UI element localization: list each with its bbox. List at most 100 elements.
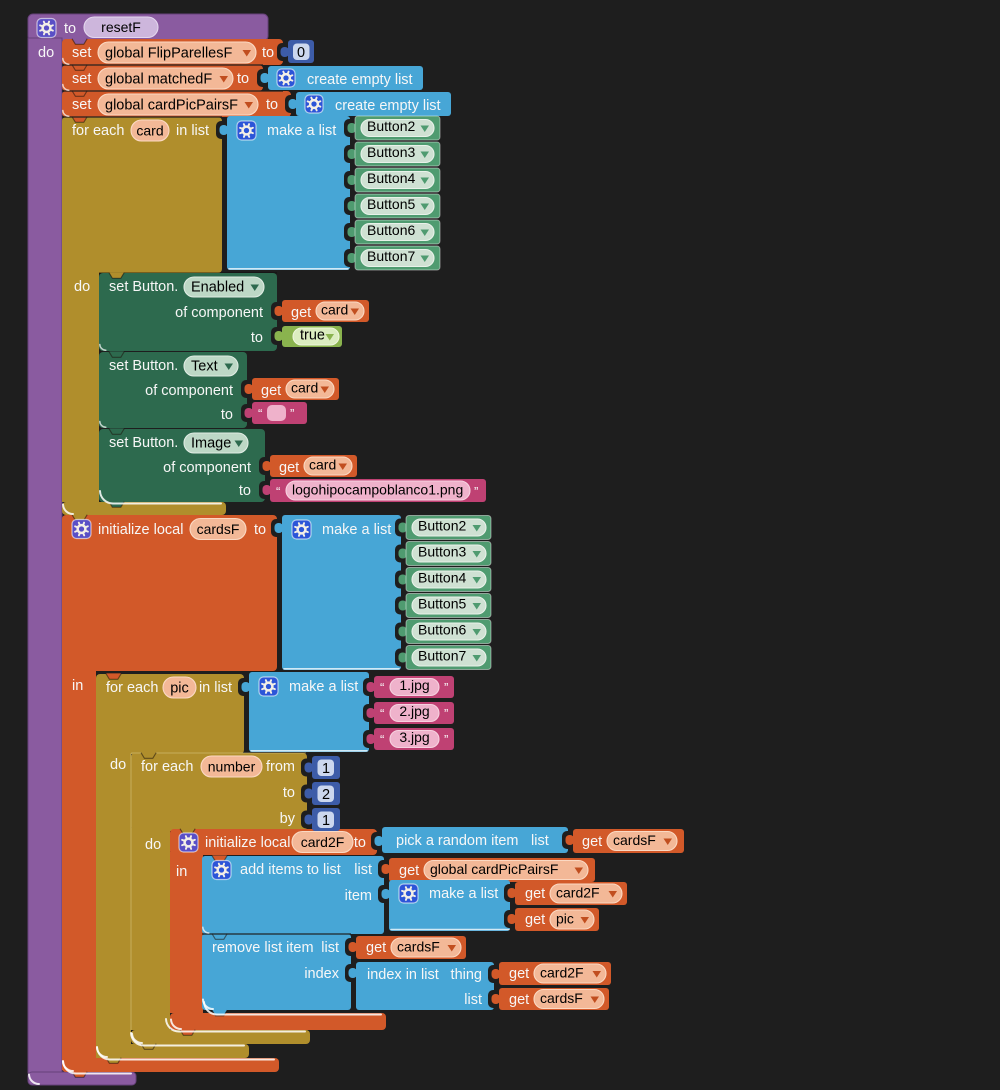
svg-text:card2F: card2F [540,965,584,981]
svg-text:of component: of component [163,460,251,476]
svg-text:number: number [208,759,256,775]
svg-text:create empty list: create empty list [335,98,441,114]
svg-text:Enabled: Enabled [191,280,244,296]
svg-text:to: to [221,407,233,423]
svg-text:in list: in list [176,123,209,139]
svg-text:get: get [366,940,386,956]
svg-text:1: 1 [322,761,330,777]
svg-text:card2F: card2F [556,885,600,901]
svg-text:Button4: Button4 [418,570,466,586]
svg-text:Button3: Button3 [418,544,466,560]
svg-text:set Button.: set Button. [109,435,178,451]
svg-text:make a list: make a list [322,522,391,538]
svg-text:set Button.: set Button. [109,358,178,374]
svg-text:to: to [266,97,278,113]
svg-text:card: card [309,457,336,473]
svg-text:set Button.: set Button. [109,279,178,295]
svg-text:Button6: Button6 [367,222,415,238]
svg-text:“: “ [380,706,384,721]
svg-text:set: set [72,71,91,87]
svg-text:Button6: Button6 [418,622,466,638]
svg-text:cardsF: cardsF [540,990,583,1006]
svg-text:make a list: make a list [289,679,358,695]
svg-text:in: in [176,864,187,880]
svg-text:in list: in list [199,680,232,696]
svg-text:to: to [354,835,366,851]
svg-text:cardsF: cardsF [197,521,240,537]
svg-text:global FlipParellesF: global FlipParellesF [105,46,232,62]
svg-text:index: index [304,966,339,982]
svg-text:set: set [72,45,91,61]
svg-text:make a list: make a list [267,123,336,139]
svg-text:global matchedF: global matchedF [105,72,212,88]
svg-text:to: to [262,45,274,61]
svg-text:”: ” [290,406,294,421]
svg-text:card: card [136,123,163,139]
svg-text:get: get [261,383,281,399]
svg-text:card2F: card2F [301,834,345,850]
svg-text:for each: for each [106,680,158,696]
svg-text:index in list: index in list [367,967,439,983]
svg-text:global cardPicPairsF: global cardPicPairsF [105,98,238,114]
svg-text:”: ” [444,732,448,747]
svg-text:2: 2 [322,787,330,803]
svg-text:global cardPicPairsF: global cardPicPairsF [430,861,558,877]
svg-text:3.jpg: 3.jpg [399,729,429,745]
svg-text:”: ” [444,680,448,695]
svg-text:Button2: Button2 [367,118,415,134]
svg-text:to: to [283,785,295,801]
svg-text:“: “ [276,484,280,499]
svg-text:pick a random item: pick a random item [396,833,519,849]
svg-text:in: in [72,678,83,694]
svg-text:to: to [64,21,76,37]
svg-text:to: to [237,71,249,87]
svg-text:do: do [110,757,126,773]
svg-text:to: to [239,483,251,499]
svg-text:Button7: Button7 [367,248,415,264]
svg-text:to: to [254,522,266,538]
svg-text:make a list: make a list [429,886,498,902]
svg-text:do: do [38,45,54,61]
svg-text:Button2: Button2 [418,518,466,534]
svg-text:card: card [291,380,318,396]
svg-text:get: get [291,305,311,321]
svg-text:get: get [509,966,529,982]
svg-text:list: list [464,992,482,1008]
svg-text:to: to [251,330,263,346]
svg-text:add items to list: add items to list [240,862,341,878]
svg-text:“: “ [258,406,262,421]
svg-text:for each: for each [141,759,193,775]
svg-text:do: do [145,837,161,853]
svg-text:get: get [509,992,529,1008]
svg-text:by: by [280,811,296,827]
svg-text:resetF: resetF [101,19,141,35]
svg-text:get: get [525,886,545,902]
svg-text:list: list [354,862,372,878]
svg-text:list: list [321,940,339,956]
svg-text:cardsF: cardsF [397,939,440,955]
svg-text:cardsF: cardsF [613,832,656,848]
svg-text:“: “ [380,732,384,747]
svg-text:initialize local: initialize local [98,522,183,538]
svg-text:remove list item: remove list item [212,940,314,956]
svg-text:card: card [321,302,348,318]
svg-text:create empty list: create empty list [307,72,413,88]
svg-text:from: from [266,759,295,775]
svg-text:“: “ [380,680,384,695]
svg-text:of component: of component [145,383,233,399]
svg-text:Button4: Button4 [367,170,415,186]
svg-text:”: ” [444,706,448,721]
svg-text:thing: thing [451,967,482,983]
svg-text:Text: Text [191,359,218,375]
svg-text:pic: pic [170,681,189,697]
svg-text:Button5: Button5 [367,196,415,212]
svg-text:Button5: Button5 [418,596,466,612]
svg-text:for each: for each [72,123,124,139]
svg-text:of component: of component [175,305,263,321]
svg-text:1: 1 [322,813,330,829]
svg-text:1.jpg: 1.jpg [399,677,429,693]
svg-text:get: get [279,460,299,476]
svg-text:2.jpg: 2.jpg [399,703,429,719]
svg-text:item: item [345,888,372,904]
svg-text:get: get [399,863,419,879]
